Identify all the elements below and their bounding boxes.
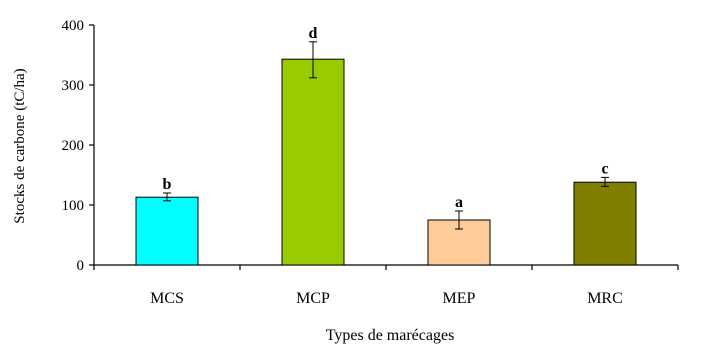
bars: b d a c bbox=[135, 25, 637, 266]
significance-letter: d bbox=[309, 25, 318, 42]
y-tick-label: 400 bbox=[62, 18, 85, 34]
y-tick-label: 200 bbox=[62, 138, 85, 154]
x-tick-label: MEP bbox=[443, 290, 476, 307]
y-tick-label: 0 bbox=[77, 258, 85, 274]
significance-letter: a bbox=[455, 194, 463, 211]
x-axis-label: Types de marécages bbox=[326, 327, 455, 344]
significance-letter: c bbox=[601, 160, 608, 177]
y-tick-label: 100 bbox=[62, 198, 85, 214]
y-ticks: 0 100 200 300 400 bbox=[62, 18, 94, 274]
x-tick-label: MCS bbox=[150, 290, 184, 307]
bar-mrc bbox=[573, 181, 637, 266]
x-axis: MCS MCP MEP MRC bbox=[93, 264, 679, 307]
x-ticks: MCS MCP MEP MRC bbox=[93, 265, 679, 307]
bar-mcs bbox=[135, 196, 199, 266]
x-tick-label: MRC bbox=[587, 290, 623, 307]
x-tick-label: MCP bbox=[296, 290, 330, 307]
y-tick-label: 300 bbox=[62, 78, 85, 94]
bar-mcp bbox=[281, 58, 345, 266]
y-axis: 0 100 200 300 400 bbox=[62, 18, 95, 274]
y-axis-label: Stocks de carbone (tC/ha) bbox=[12, 68, 28, 223]
significance-letter: b bbox=[163, 176, 172, 193]
